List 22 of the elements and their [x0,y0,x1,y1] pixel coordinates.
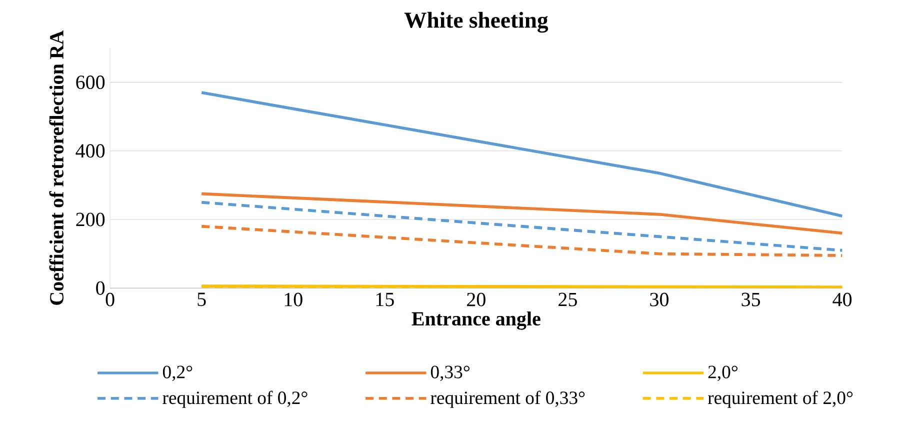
x-tick-label: 5 [198,292,206,306]
legend-label: requirement of 2,0° [708,390,853,408]
x-tick-label: 35 [742,292,760,306]
x-tick-label: 20 [467,292,486,306]
chart-title: White sheeting [404,12,548,33]
legend-label: requirement of 0,33° [430,390,585,408]
x-tick-label: 30 [650,292,668,306]
x-tick-label: 0 [106,292,114,306]
y-tick-label: 200 [76,212,105,226]
legend-label: 2,0° [708,366,738,381]
legend-label: 0,33° [430,366,470,381]
legend-label: requirement of 0,2° [162,390,308,408]
y-axis-title: Coefficient of retroreflection RA [49,30,64,305]
x-tick-label: 15 [376,292,394,306]
x-tick-label: 10 [284,292,302,306]
y-tick-label: 400 [76,144,105,158]
x-tick-label: 40 [832,292,852,306]
y-tick-label: 600 [76,75,105,89]
y-tick-label: 0 [96,281,105,295]
x-tick-label: 25 [558,292,577,306]
legend-label: 0,2° [162,366,192,381]
x-axis-title: Entrance angle [412,311,540,330]
